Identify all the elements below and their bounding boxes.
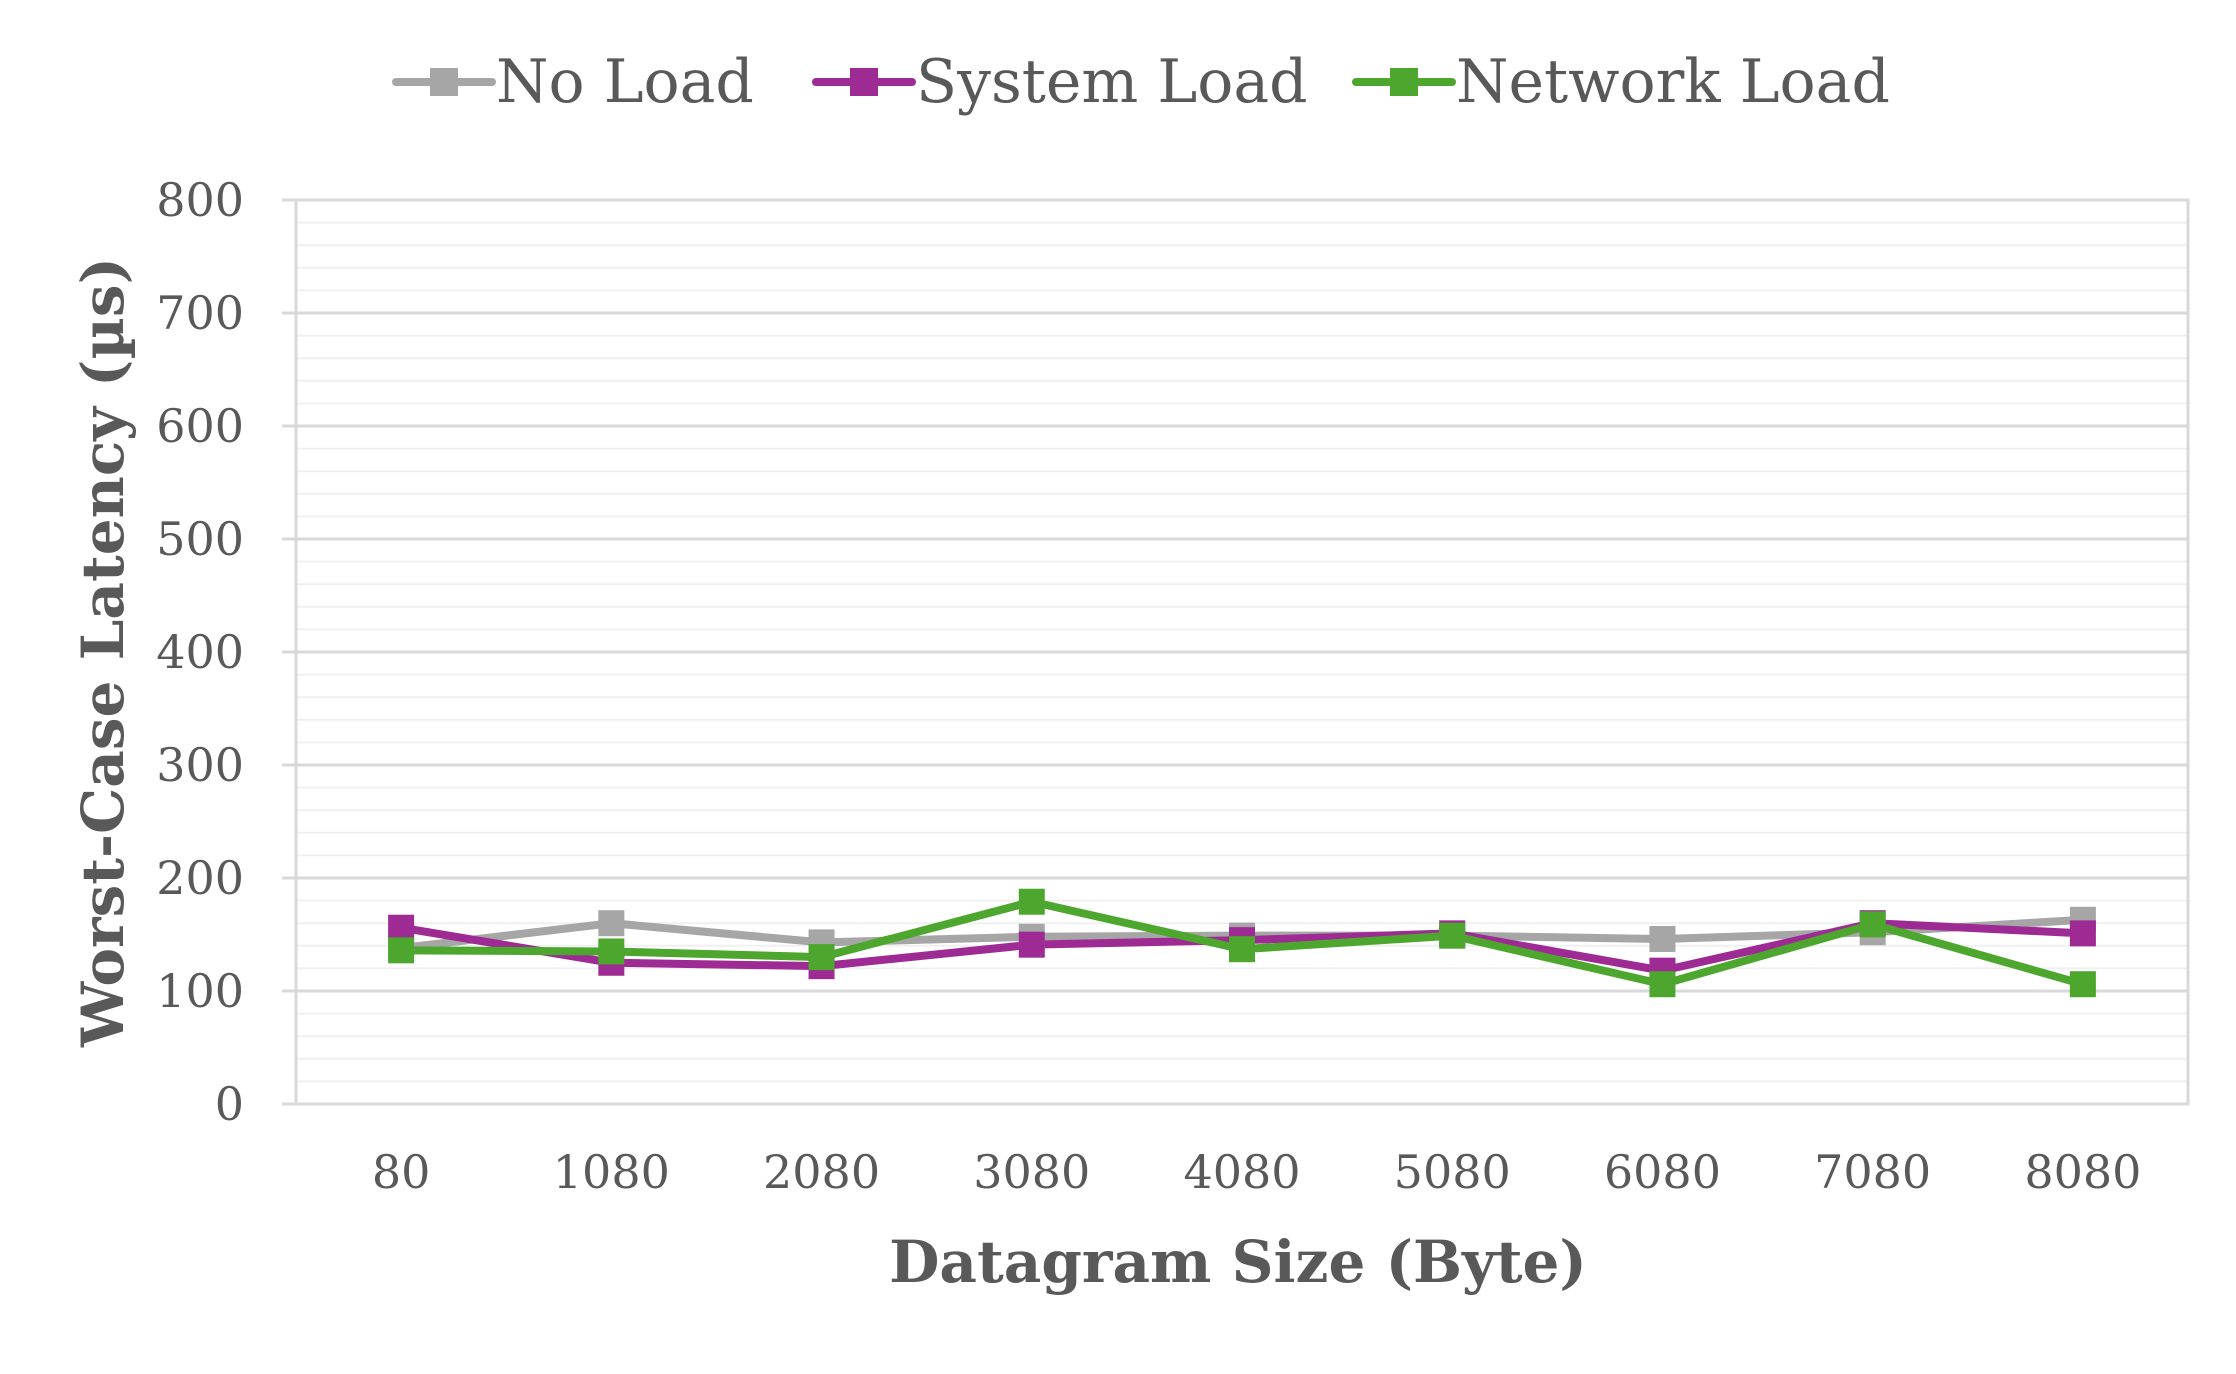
x-tick-label: 8080 (2024, 1145, 2141, 1199)
y-tick-label: 500 (156, 512, 244, 566)
data-point-system-load (388, 914, 415, 941)
legend-swatch-marker-network-load (1390, 68, 1418, 96)
data-point-network-load (808, 944, 835, 971)
data-point-network-load (1649, 971, 1676, 998)
y-tick-label: 700 (156, 286, 244, 340)
data-point-network-load (598, 938, 625, 965)
y-tick-label: 800 (156, 173, 244, 227)
y-tick-label: 300 (156, 738, 244, 792)
data-point-network-load (388, 937, 415, 964)
x-tick-label: 2080 (763, 1145, 880, 1199)
x-tick-label: 6080 (1604, 1145, 1721, 1199)
y-tick-label: 400 (156, 625, 244, 679)
y-axis-ticks: 0 100 200 300 400 500 600 700 800 (156, 173, 296, 1131)
x-axis-title: Datagram Size (Byte) (889, 1228, 1587, 1296)
x-tick-label: 1080 (553, 1145, 670, 1199)
y-tick-label: 100 (156, 964, 244, 1018)
data-point-no-load (598, 910, 625, 937)
x-tick-label: 3080 (973, 1145, 1090, 1199)
data-point-network-load (1229, 936, 1255, 963)
x-tick-label: 80 (372, 1145, 431, 1199)
x-tick-label: 4080 (1183, 1145, 1300, 1199)
legend: No Load System Load Network Load (392, 47, 1890, 117)
data-point-network-load (2069, 971, 2096, 998)
y-tick-label: 200 (156, 851, 244, 905)
x-axis-ticks: 80 1080 2080 3080 4080 5080 6080 7080 8080 (372, 1145, 2142, 1199)
data-point-network-load (1859, 911, 1886, 938)
legend-swatch-marker-no-load (430, 68, 458, 96)
data-point-network-load (1018, 888, 1045, 915)
data-point-system-load (2069, 920, 2096, 947)
y-tick-label: 0 (215, 1077, 244, 1131)
x-tick-label: 7080 (1814, 1145, 1931, 1199)
data-point-system-load (1018, 931, 1045, 958)
y-tick-label: 600 (156, 399, 244, 453)
data-point-no-load (1649, 926, 1676, 953)
legend-label-network-load: Network Load (1456, 47, 1890, 117)
legend-swatch-marker-system-load (850, 68, 878, 96)
legend-label-no-load: No Load (496, 47, 754, 117)
data-point-network-load (1439, 922, 1466, 949)
x-tick-label: 5080 (1394, 1145, 1511, 1199)
series-markers (388, 888, 2096, 998)
grid (296, 198, 2188, 1106)
y-axis-title: Worst-Case Latency (µs) (69, 257, 137, 1048)
legend-label-system-load: System Load (916, 47, 1308, 117)
